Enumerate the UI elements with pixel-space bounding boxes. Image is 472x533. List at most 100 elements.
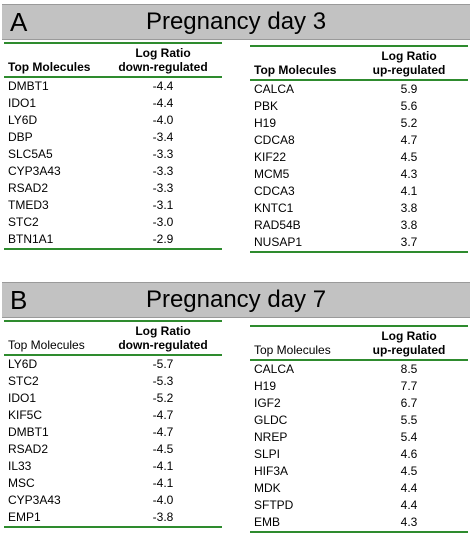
log-ratio-value: -4.4 xyxy=(152,79,174,93)
log-ratio-value: 4.5 xyxy=(400,150,418,164)
log-ratio-value: -5.3 xyxy=(152,374,174,388)
log-ratio-value: -4.7 xyxy=(152,425,174,439)
table-row: RSAD2 -4.5 xyxy=(4,441,222,458)
molecule-name: CYP3A43 xyxy=(8,493,61,507)
molecule-name: SLPI xyxy=(254,447,281,461)
table-row: DMBT1 -4.7 xyxy=(4,424,222,441)
table-row: RSAD2 -3.3 xyxy=(4,180,222,197)
molecule-name: LY6D xyxy=(8,357,38,371)
log-ratio-value: -3.8 xyxy=(152,510,174,524)
molecule-name: LY6D xyxy=(8,113,38,127)
table-row: KIF5C -4.7 xyxy=(4,407,222,424)
molecule-name: EMP1 xyxy=(8,510,41,524)
molecule-name: KNTC1 xyxy=(254,201,294,215)
table-row: SLPI 4.6 xyxy=(250,446,468,463)
table-header-log-ratio: Log Ratio down-regulated xyxy=(118,46,208,74)
log-ratio-value: -3.3 xyxy=(152,164,174,178)
log-ratio-value: 3.8 xyxy=(400,201,418,215)
log-ratio-value: -3.1 xyxy=(152,198,174,212)
table-row: GLDC 5.5 xyxy=(250,412,468,429)
molecule-name: STC2 xyxy=(8,215,39,229)
molecule-name: CYP3A43 xyxy=(8,164,61,178)
table-row: DMBT1 -4.4 xyxy=(4,77,222,95)
panel-a-banner: A Pregnancy day 3 xyxy=(2,4,470,40)
table-body: CALCA 8.5 H19 7.7 IGF2 6.7 GLDC 5.5 NREP 5.4 SLPI 4… xyxy=(250,360,468,532)
molecule-name: PBK xyxy=(254,99,279,113)
molecule-name: MSC xyxy=(8,476,35,490)
table-row: HIF3A 4.5 xyxy=(250,463,468,480)
log-ratio-value: -4.0 xyxy=(152,493,174,507)
log-ratio-value: -3.0 xyxy=(152,215,174,229)
table-row: MSC -4.1 xyxy=(4,475,222,492)
panel-a-letter: A xyxy=(10,7,28,37)
log-ratio-value: 5.5 xyxy=(400,413,418,427)
table-header-molecules: Top Molecules xyxy=(8,338,85,352)
molecule-name: STC2 xyxy=(8,374,39,388)
molecule-name: CALCA xyxy=(254,362,295,376)
molecule-name: HIF3A xyxy=(254,464,289,478)
molecule-name: BTN1A1 xyxy=(8,232,54,246)
log-ratio-value: 8.5 xyxy=(400,362,418,376)
panel-b-title: Pregnancy day 7 xyxy=(145,286,327,313)
molecule-name: H19 xyxy=(254,116,277,130)
table-body: CALCA 5.9 PBK 5.6 H19 5.2 CDCA8 4.7 KIF22 4.5 MCM5… xyxy=(250,80,468,252)
log-ratio-value: 4.3 xyxy=(400,515,418,529)
molecule-name: SLC5A5 xyxy=(8,147,53,161)
molecule-name: GLDC xyxy=(254,413,288,427)
log-ratio-value: -3.3 xyxy=(152,181,174,195)
panel-a-up-table: Top Molecules Log Ratio up-regulated CAL… xyxy=(250,45,468,253)
log-ratio-value: 5.4 xyxy=(400,430,418,444)
molecule-name: DMBT1 xyxy=(8,79,49,93)
log-ratio-value: 5.9 xyxy=(400,82,418,96)
panel-a-title: Pregnancy day 3 xyxy=(145,8,327,35)
molecule-name: RAD54B xyxy=(254,218,301,232)
molecule-name: CALCA xyxy=(254,82,295,96)
table-row: KNTC1 3.8 xyxy=(250,200,468,217)
log-ratio-value: 5.6 xyxy=(400,99,418,113)
log-ratio-value: -2.9 xyxy=(152,232,174,246)
table-row: CYP3A43 -4.0 xyxy=(4,492,222,509)
table-row: IDO1 -4.4 xyxy=(4,95,222,112)
table-row: MCM5 4.3 xyxy=(250,166,468,183)
molecule-name: RSAD2 xyxy=(8,442,49,456)
molecule-name: CDCA8 xyxy=(254,133,295,147)
log-ratio-value: 4.7 xyxy=(400,133,418,147)
molecule-name: MCM5 xyxy=(254,167,290,181)
table-row: PBK 5.6 xyxy=(250,98,468,115)
molecule-name: IGF2 xyxy=(254,396,281,410)
log-ratio-value: 4.3 xyxy=(400,167,418,181)
log-ratio-value: 3.7 xyxy=(400,235,418,249)
table-row: H19 5.2 xyxy=(250,115,468,132)
molecule-name: MDK xyxy=(254,481,281,495)
molecule-name: IL33 xyxy=(8,459,32,473)
panel-b-down-table: Top Molecules Log Ratio down-regulated L… xyxy=(4,320,222,528)
table-body: DMBT1 -4.4 IDO1 -4.4 LY6D -4.0 DBP -3.4 SLC5A5 -3… xyxy=(4,77,222,249)
log-ratio-value: 4.4 xyxy=(400,498,418,512)
log-ratio-value: 5.2 xyxy=(400,116,418,130)
panel-b-up-table: Top Molecules Log Ratio up-regulated CAL… xyxy=(250,325,468,533)
table-row: LY6D -4.0 xyxy=(4,112,222,129)
table-header-molecules: Top Molecules xyxy=(254,343,331,357)
log-ratio-value: -4.1 xyxy=(152,476,174,490)
table-row: IL33 -4.1 xyxy=(4,458,222,475)
log-ratio-value: -4.4 xyxy=(152,96,174,110)
log-ratio-value: -4.7 xyxy=(152,408,174,422)
log-ratio-value: 4.6 xyxy=(400,447,418,461)
log-ratio-value: 4.1 xyxy=(400,184,418,198)
table-row: CALCA 8.5 xyxy=(250,360,468,378)
log-ratio-value: 7.7 xyxy=(400,379,418,393)
table-row: SFTPD 4.4 xyxy=(250,497,468,514)
table-row: CDCA8 4.7 xyxy=(250,132,468,149)
table-row: SLC5A5 -3.3 xyxy=(4,146,222,163)
molecule-name: H19 xyxy=(254,379,277,393)
panel-b-banner: B Pregnancy day 7 xyxy=(2,282,470,318)
table-row: DBP -3.4 xyxy=(4,129,222,146)
table-row: CDCA3 4.1 xyxy=(250,183,468,200)
table-row: CYP3A43 -3.3 xyxy=(4,163,222,180)
table-row: MDK 4.4 xyxy=(250,480,468,497)
table-header-log-ratio: Log Ratio up-regulated xyxy=(372,49,446,77)
molecule-name: NREP xyxy=(254,430,288,444)
table-header-molecules: Top Molecules xyxy=(8,60,91,74)
table-row: IGF2 6.7 xyxy=(250,395,468,412)
log-ratio-value: -3.4 xyxy=(152,130,174,144)
